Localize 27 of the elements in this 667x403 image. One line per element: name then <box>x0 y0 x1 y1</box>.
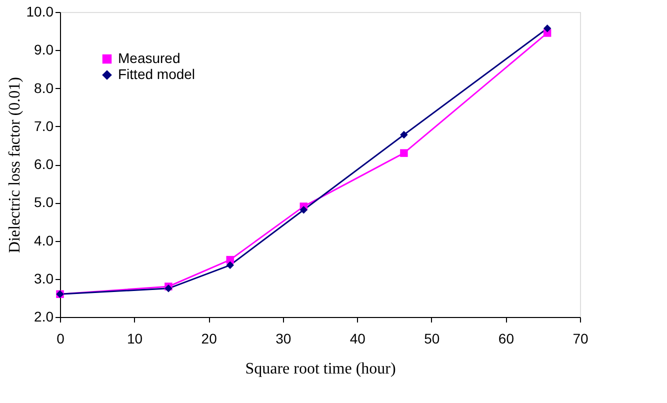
y-tick-label: 5.0 <box>34 194 54 210</box>
point <box>300 206 308 214</box>
y-tick-label: 2.0 <box>34 308 54 324</box>
y-tick-label: 8.0 <box>34 80 54 96</box>
legend-label: Measured <box>118 50 180 66</box>
x-tick-label: 70 <box>572 330 588 346</box>
y-axis-title: Dielectric loss factor (0.01) <box>6 77 24 253</box>
point <box>543 24 552 32</box>
y-tick-label: 10.0 <box>26 4 54 20</box>
legend-label: Fitted model <box>118 66 196 82</box>
x-tick-label: 50 <box>424 330 440 346</box>
y-tick-label: 6.0 <box>34 156 54 172</box>
y-tick-label: 4.0 <box>34 232 54 248</box>
y-tick-label: 3.0 <box>34 270 54 286</box>
point <box>400 130 408 139</box>
point <box>400 149 408 157</box>
x-tick-label: 30 <box>276 330 292 346</box>
x-tick-label: 60 <box>498 330 514 346</box>
x-tick-label: 40 <box>350 330 366 346</box>
point <box>226 256 234 264</box>
x-tick-label: 20 <box>201 330 218 346</box>
y-tick-label: 7.0 <box>34 118 54 134</box>
y-tick-label: 9.0 <box>34 42 54 58</box>
x-axis-title: Square root time (hour) <box>245 360 396 378</box>
x-tick-label: 10 <box>126 330 143 346</box>
point <box>226 261 234 270</box>
x-tick-label: 0 <box>56 330 65 346</box>
